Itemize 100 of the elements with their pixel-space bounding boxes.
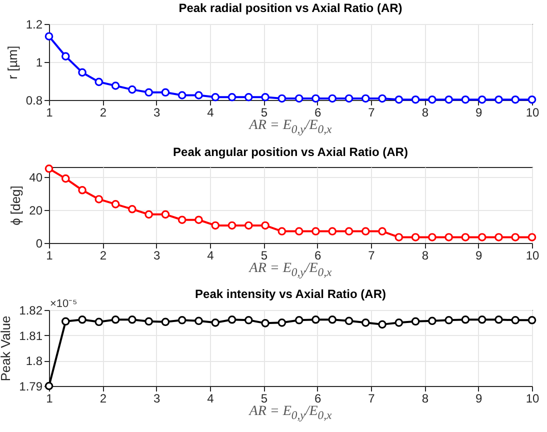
point (444, 233, 453, 242)
point (244, 316, 253, 324)
x-tick-label: 10 (526, 392, 540, 406)
text: ×10⁻⁵ (50, 297, 78, 310)
x-tick-label: 8 (422, 106, 429, 120)
x-tick-label: 1 (46, 106, 54, 120)
x-tick-label: 8 (422, 392, 429, 406)
y-tick-label: 1 (36, 56, 43, 70)
point (228, 315, 236, 324)
x-tick-label: 10 (526, 106, 540, 120)
point (194, 316, 203, 326)
point (278, 227, 286, 236)
point (428, 233, 436, 242)
point (228, 93, 236, 102)
point (478, 315, 486, 324)
point (244, 221, 253, 230)
y-tick-label: 40 (29, 170, 43, 184)
x-tick-label: 5 (260, 248, 268, 262)
point (294, 227, 304, 236)
x-tick-label: 9 (475, 106, 482, 120)
point (294, 94, 304, 103)
x-tick-label: 3 (153, 248, 160, 262)
point (111, 200, 120, 208)
x-tick-label: 9 (475, 392, 482, 406)
point (128, 85, 136, 94)
point (244, 93, 253, 102)
point (394, 233, 404, 242)
point (428, 316, 436, 326)
chart-title: Peak radial position vs Axial Ratio (AR) (178, 1, 402, 15)
y-tick-label: 1.82 (19, 304, 43, 318)
point (161, 88, 170, 97)
point (361, 318, 370, 327)
point (261, 93, 270, 102)
point (411, 233, 420, 242)
point (144, 317, 153, 326)
x-tick-label: 4 (207, 106, 214, 120)
point (511, 95, 520, 104)
x-tick-label: 7 (368, 392, 376, 406)
point (312, 94, 320, 103)
point (44, 164, 54, 173)
x-tick-label: 1 (46, 392, 54, 406)
y-tick-label: 1.8 (26, 354, 43, 368)
point (361, 227, 370, 236)
point (511, 316, 520, 324)
y-tick-label: 1.79 (19, 380, 43, 394)
x-tick-label: 6 (314, 106, 322, 120)
point (328, 227, 337, 236)
x-tick-label: 1 (46, 248, 54, 262)
point (128, 204, 136, 214)
point (161, 210, 170, 219)
point (278, 94, 286, 103)
chart-title: Peak angular position vs Axial Ratio (AR) (173, 145, 408, 160)
point (161, 318, 170, 326)
point (78, 186, 86, 194)
point (144, 210, 153, 219)
x-axis-title: AR = E$_{0,y}$/E$_{0,x}$ (248, 261, 333, 279)
point (78, 68, 86, 77)
point (144, 88, 153, 97)
point (444, 95, 453, 104)
point (344, 316, 354, 326)
point (178, 216, 186, 224)
point (328, 94, 337, 103)
point (344, 94, 354, 103)
x-tick-label: 4 (207, 392, 214, 406)
point (494, 315, 503, 324)
point (494, 95, 503, 104)
point (111, 315, 120, 324)
point (178, 91, 186, 100)
y-tick-label: 1.81 (19, 328, 43, 343)
point (461, 233, 470, 242)
x-tick-label: 2 (100, 106, 107, 120)
x-axis-title: AR = E$_{0,y}$/E$_{0,x}$ (248, 404, 333, 422)
x-tick-label: 8 (422, 248, 429, 262)
point (178, 316, 186, 324)
point (194, 91, 203, 100)
point (461, 315, 470, 324)
point (211, 221, 220, 230)
x-tick-label: 2 (100, 392, 107, 406)
point (261, 221, 270, 230)
point (511, 233, 520, 242)
point (378, 94, 386, 103)
point (211, 93, 220, 102)
point (411, 317, 420, 326)
point (394, 95, 404, 104)
point (361, 94, 370, 103)
x-tick-label: 7 (368, 106, 376, 120)
point (328, 315, 337, 324)
point (228, 221, 236, 230)
y-tick-label: 1.2 (26, 18, 43, 32)
y-tick-label: 20 (29, 203, 43, 218)
x-tick-label: 3 (153, 392, 160, 406)
y-tick-label: 0.8 (26, 94, 43, 108)
point (528, 233, 536, 242)
point (278, 318, 286, 327)
point (478, 233, 486, 242)
x-tick-label: 7 (368, 248, 376, 262)
point (312, 227, 320, 236)
point (111, 82, 120, 90)
x-tick-label: 5 (260, 392, 268, 406)
point (94, 78, 104, 86)
